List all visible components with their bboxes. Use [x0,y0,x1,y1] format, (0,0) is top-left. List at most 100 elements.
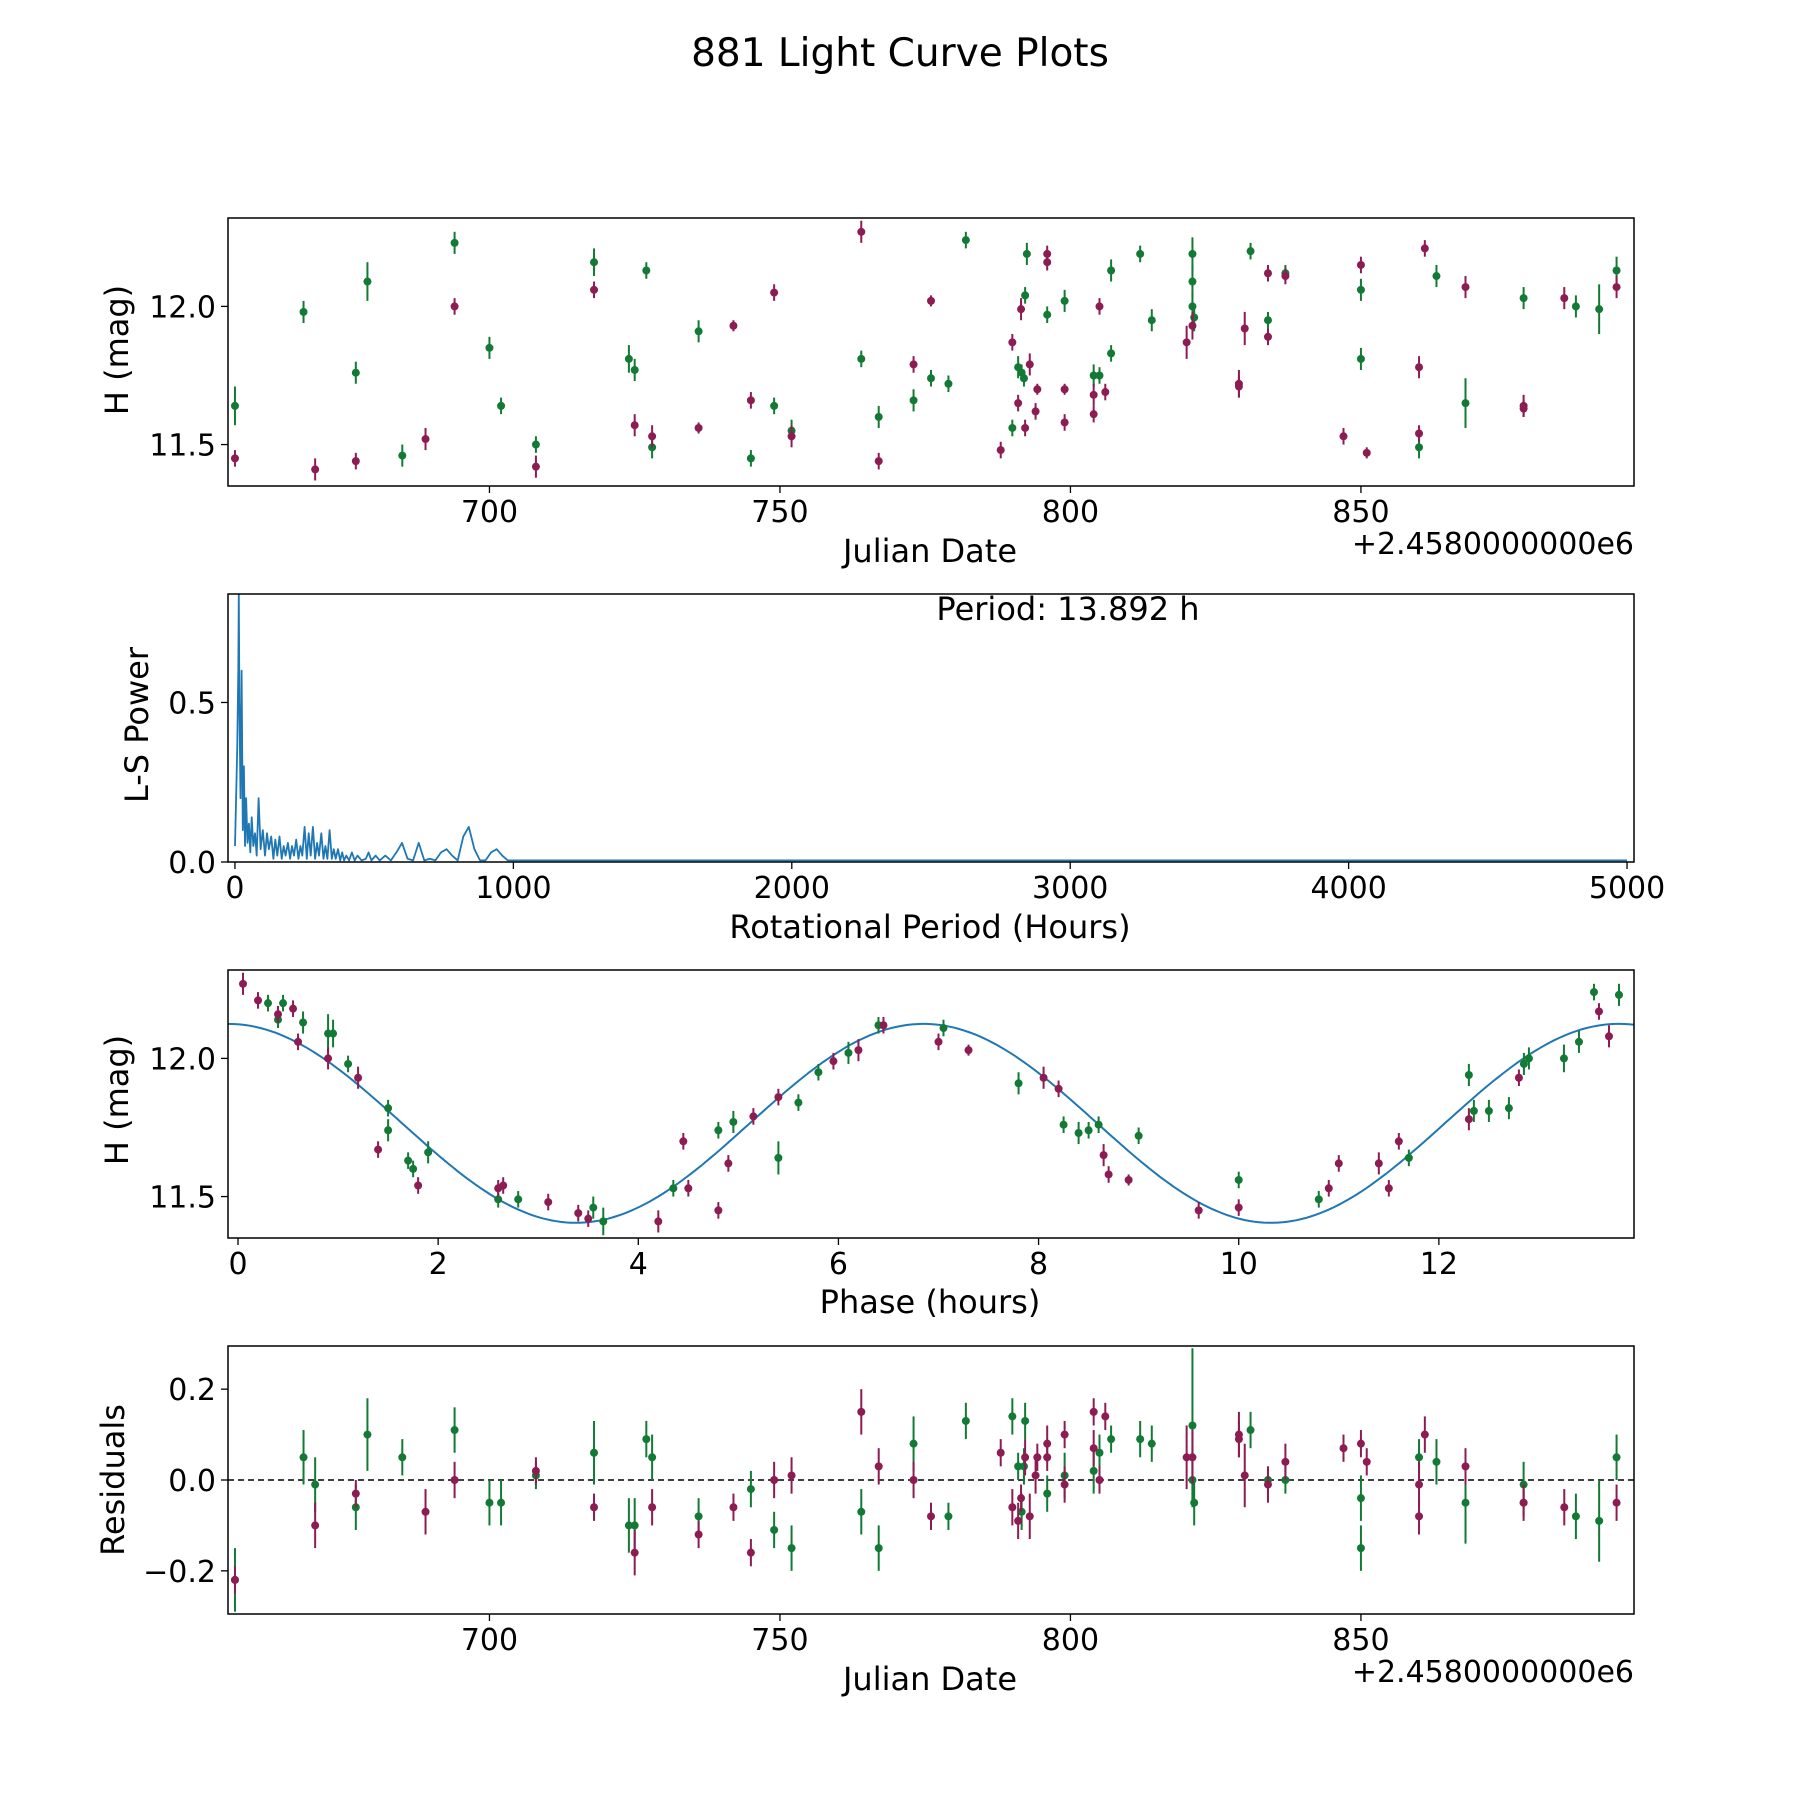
magenta-data-point [274,1010,283,1019]
green-data-point [1188,277,1197,286]
green-data-point [1595,305,1604,314]
magenta-data-point [421,1507,430,1516]
magenta-data-point [1188,321,1197,330]
magenta-data-point [724,1159,733,1168]
magenta-data-point [450,1476,459,1484]
magenta-data-point [909,1476,918,1484]
magenta-data-point [311,1521,320,1530]
green-data-point [344,1059,353,1068]
magenta-data-point [1461,1462,1470,1471]
light-curve-xtick-label: 800 [1042,495,1099,530]
magenta-data-point [1182,338,1191,347]
magenta-data-point [1560,294,1569,303]
green-data-point [1469,1106,1478,1115]
magenta-data-point [857,1407,866,1416]
green-data-point [384,1104,393,1113]
magenta-data-point [996,446,1005,455]
green-data-point [1574,1037,1583,1046]
magenta-data-point [1362,448,1371,457]
magenta-data-point [1182,1453,1191,1462]
magenta-data-point [746,1548,755,1557]
green-data-point [1190,1498,1199,1507]
green-data-point [770,1525,779,1534]
panel-residuals: Julian Date Residuals +2.4580000000e6 70… [94,1345,1635,1698]
green-data-point [485,343,494,352]
residuals-ticks: 700 750 800 850 −0.2 0.0 0.2 [143,1373,1389,1658]
green-data-point [1089,371,1098,380]
magenta-data-point [1519,404,1528,413]
green-data-point [1519,294,1528,303]
residuals-frame [227,1345,1635,1615]
magenta-data-point [1263,269,1272,278]
green-data-point [311,1480,320,1489]
green-data-point [1134,1131,1143,1140]
phased-curve-xtick-label: 8 [1029,1247,1048,1282]
green-data-point [1008,1412,1017,1421]
green-data-point [642,266,651,275]
green-data-point [299,1453,308,1462]
green-data-point [1595,1516,1604,1525]
residuals-ytick-label: −0.2 [143,1555,216,1590]
magenta-data-point [1263,1480,1272,1489]
residuals-plot-area [228,1348,1634,1612]
green-data-point [909,1439,918,1448]
magenta-data-point [1362,1457,1371,1466]
green-data-point [1107,1435,1116,1444]
magenta-data-point [1234,1435,1243,1444]
periodogram-frame [227,593,1635,863]
magenta-data-point [749,1112,758,1121]
magenta-data-point [1234,1203,1243,1212]
green-data-point [774,1153,783,1162]
magenta-data-point [927,1512,935,1521]
magenta-data-point [654,1217,663,1226]
phased-curve-ytick-label: 12.0 [149,1042,216,1077]
magenta-data-point [289,1004,298,1013]
magenta-data-point [770,1476,779,1484]
green-data-point [1461,399,1470,408]
magenta-data-point [1420,244,1429,253]
light-curve-ytick-label: 12.0 [149,290,216,325]
magenta-data-point [1384,1184,1393,1193]
magenta-data-point [1514,1073,1523,1082]
model-fit-curve [228,1022,1634,1224]
green-data-point [669,1184,678,1193]
green-data-point [1043,310,1052,319]
green-data-point [497,1498,506,1507]
magenta-data-point [1612,1498,1621,1507]
green-data-point [630,1521,639,1530]
phased-curve-xtick-label: 4 [629,1247,648,1282]
phased-curve-xlabel: Phase (hours) [820,1283,1041,1321]
magenta-data-point [1594,1007,1603,1016]
green-data-point [1147,316,1156,325]
panel-periodogram: Rotational Period (Hours) L-S Power Peri… [118,590,1665,946]
light-curve-frame [227,217,1635,487]
magenta-data-point [1089,390,1098,399]
green-data-point [694,1512,703,1521]
light-curve-offset-label: +2.4580000000e6 [1352,527,1634,562]
residuals-marks [228,1348,1634,1612]
magenta-data-point [1339,432,1348,441]
periodogram-ticks: 0 1000 2000 3000 4000 5000 0.0 0.5 [168,686,1665,906]
magenta-data-point [584,1214,593,1223]
magenta-data-point [729,321,738,330]
magenta-data-point [1014,1516,1023,1525]
green-data-point [351,368,360,377]
panel-phased-curve: Phase (hours) H (mag) 0 2 4 6 8 10 12 11.5 12.0 [98,969,1635,1321]
magenta-data-point [1043,1453,1052,1462]
light-curve-ylabel: H (mag) [98,285,136,415]
magenta-data-point [1420,1430,1429,1439]
green-data-point [624,1521,633,1530]
magenta-data-point [1033,385,1042,394]
residuals-xtick-label: 850 [1332,1623,1389,1658]
magenta-data-point [787,1471,796,1480]
periodogram-xtick-label: 2000 [754,871,830,906]
magenta-data-point [351,457,360,466]
magenta-data-point [590,1503,599,1512]
green-data-point [1415,443,1424,452]
magenta-data-point [774,1093,783,1102]
green-data-point [590,1448,599,1457]
phased-curve-xtick-label: 6 [829,1247,848,1282]
green-data-point [874,412,883,421]
magenta-data-point [630,1548,639,1557]
green-data-point [1059,1120,1068,1129]
